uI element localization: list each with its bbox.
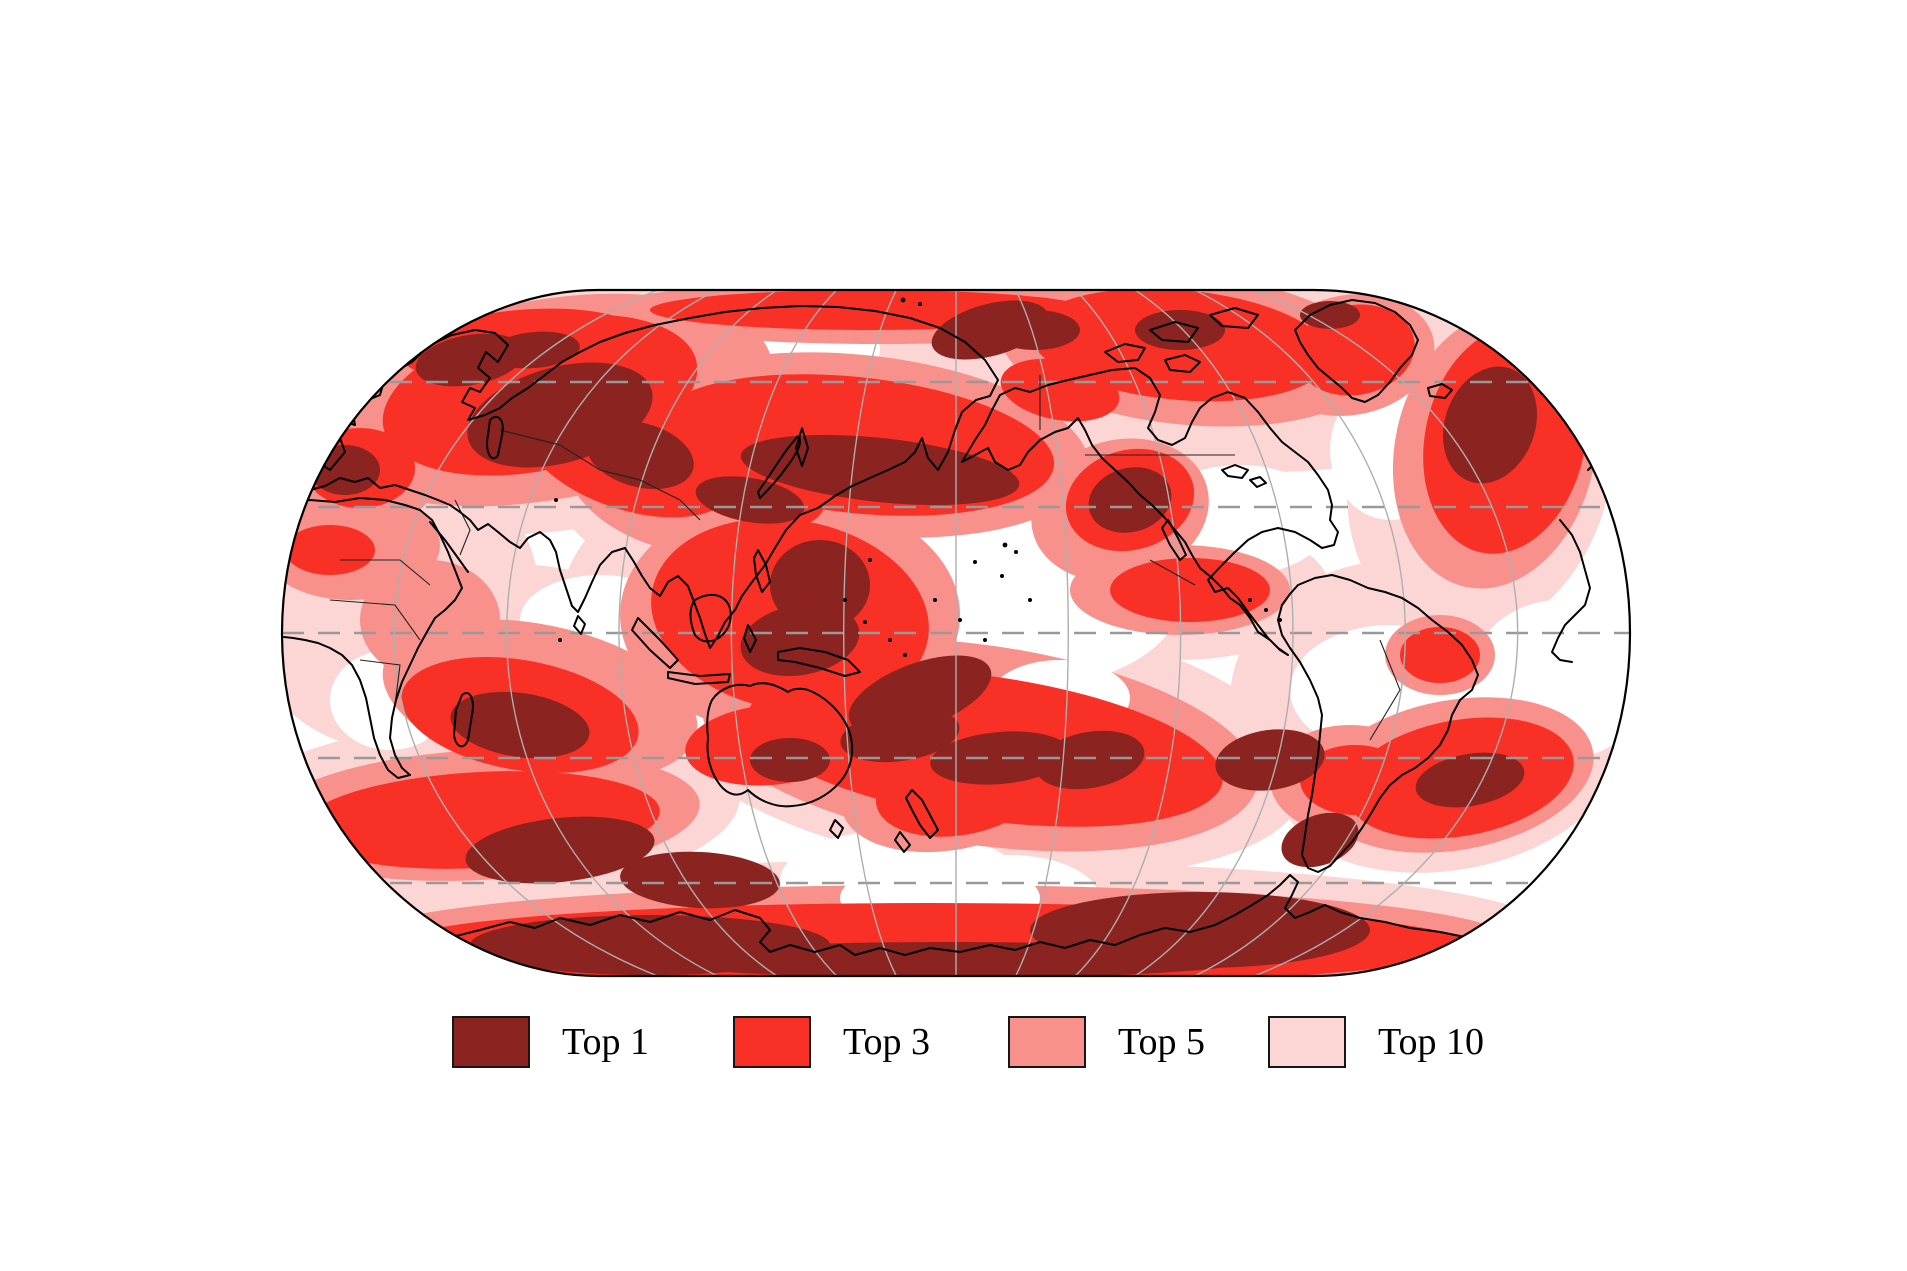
contour-layer-top1 xyxy=(310,300,1538,976)
graticule-meridians xyxy=(393,290,1519,976)
coast-ireland xyxy=(330,402,341,415)
coast-australia xyxy=(706,682,854,808)
coast-antarctica xyxy=(299,874,1561,966)
coastlines xyxy=(283,299,1615,966)
coast-borneo xyxy=(689,594,732,643)
coast-arctic-island-3 xyxy=(1209,307,1259,329)
coast-south-america xyxy=(1277,574,1479,873)
coast-madagascar xyxy=(453,692,474,748)
coast-eurasia xyxy=(285,305,999,649)
coast-arctic-island-2 xyxy=(1149,321,1199,343)
coast-new-guinea xyxy=(777,647,861,677)
island-dots xyxy=(554,297,1282,657)
coast-greenland xyxy=(1294,299,1419,403)
coast-arctic-island-1 xyxy=(1104,343,1146,363)
coast-sri-lanka xyxy=(573,615,586,635)
coast-java xyxy=(667,671,731,685)
coast-caspian xyxy=(486,415,504,460)
coast-uk xyxy=(339,391,361,416)
coast-great-lake-1 xyxy=(1221,464,1249,479)
country-borders xyxy=(329,375,1401,741)
coast-great-lake-2 xyxy=(1249,476,1267,488)
coast-new-zealand-north xyxy=(905,789,939,839)
coast-arctic-island-4 xyxy=(1164,354,1201,373)
coast-tasmania xyxy=(829,819,844,839)
coast-north-america xyxy=(961,367,1339,656)
coast-africa xyxy=(283,497,463,779)
coast-japan xyxy=(757,435,802,499)
coast-baja xyxy=(1161,519,1187,561)
coast-new-zealand-south xyxy=(894,831,911,853)
coast-sulawesi xyxy=(743,624,757,653)
coast-iceland xyxy=(1427,383,1453,399)
map-outline xyxy=(280,288,1632,978)
coast-africa-west-edge xyxy=(1551,519,1591,663)
coast-philippines xyxy=(753,549,771,593)
coast-sumatra xyxy=(631,617,679,669)
coast-sakhalin xyxy=(795,427,809,467)
